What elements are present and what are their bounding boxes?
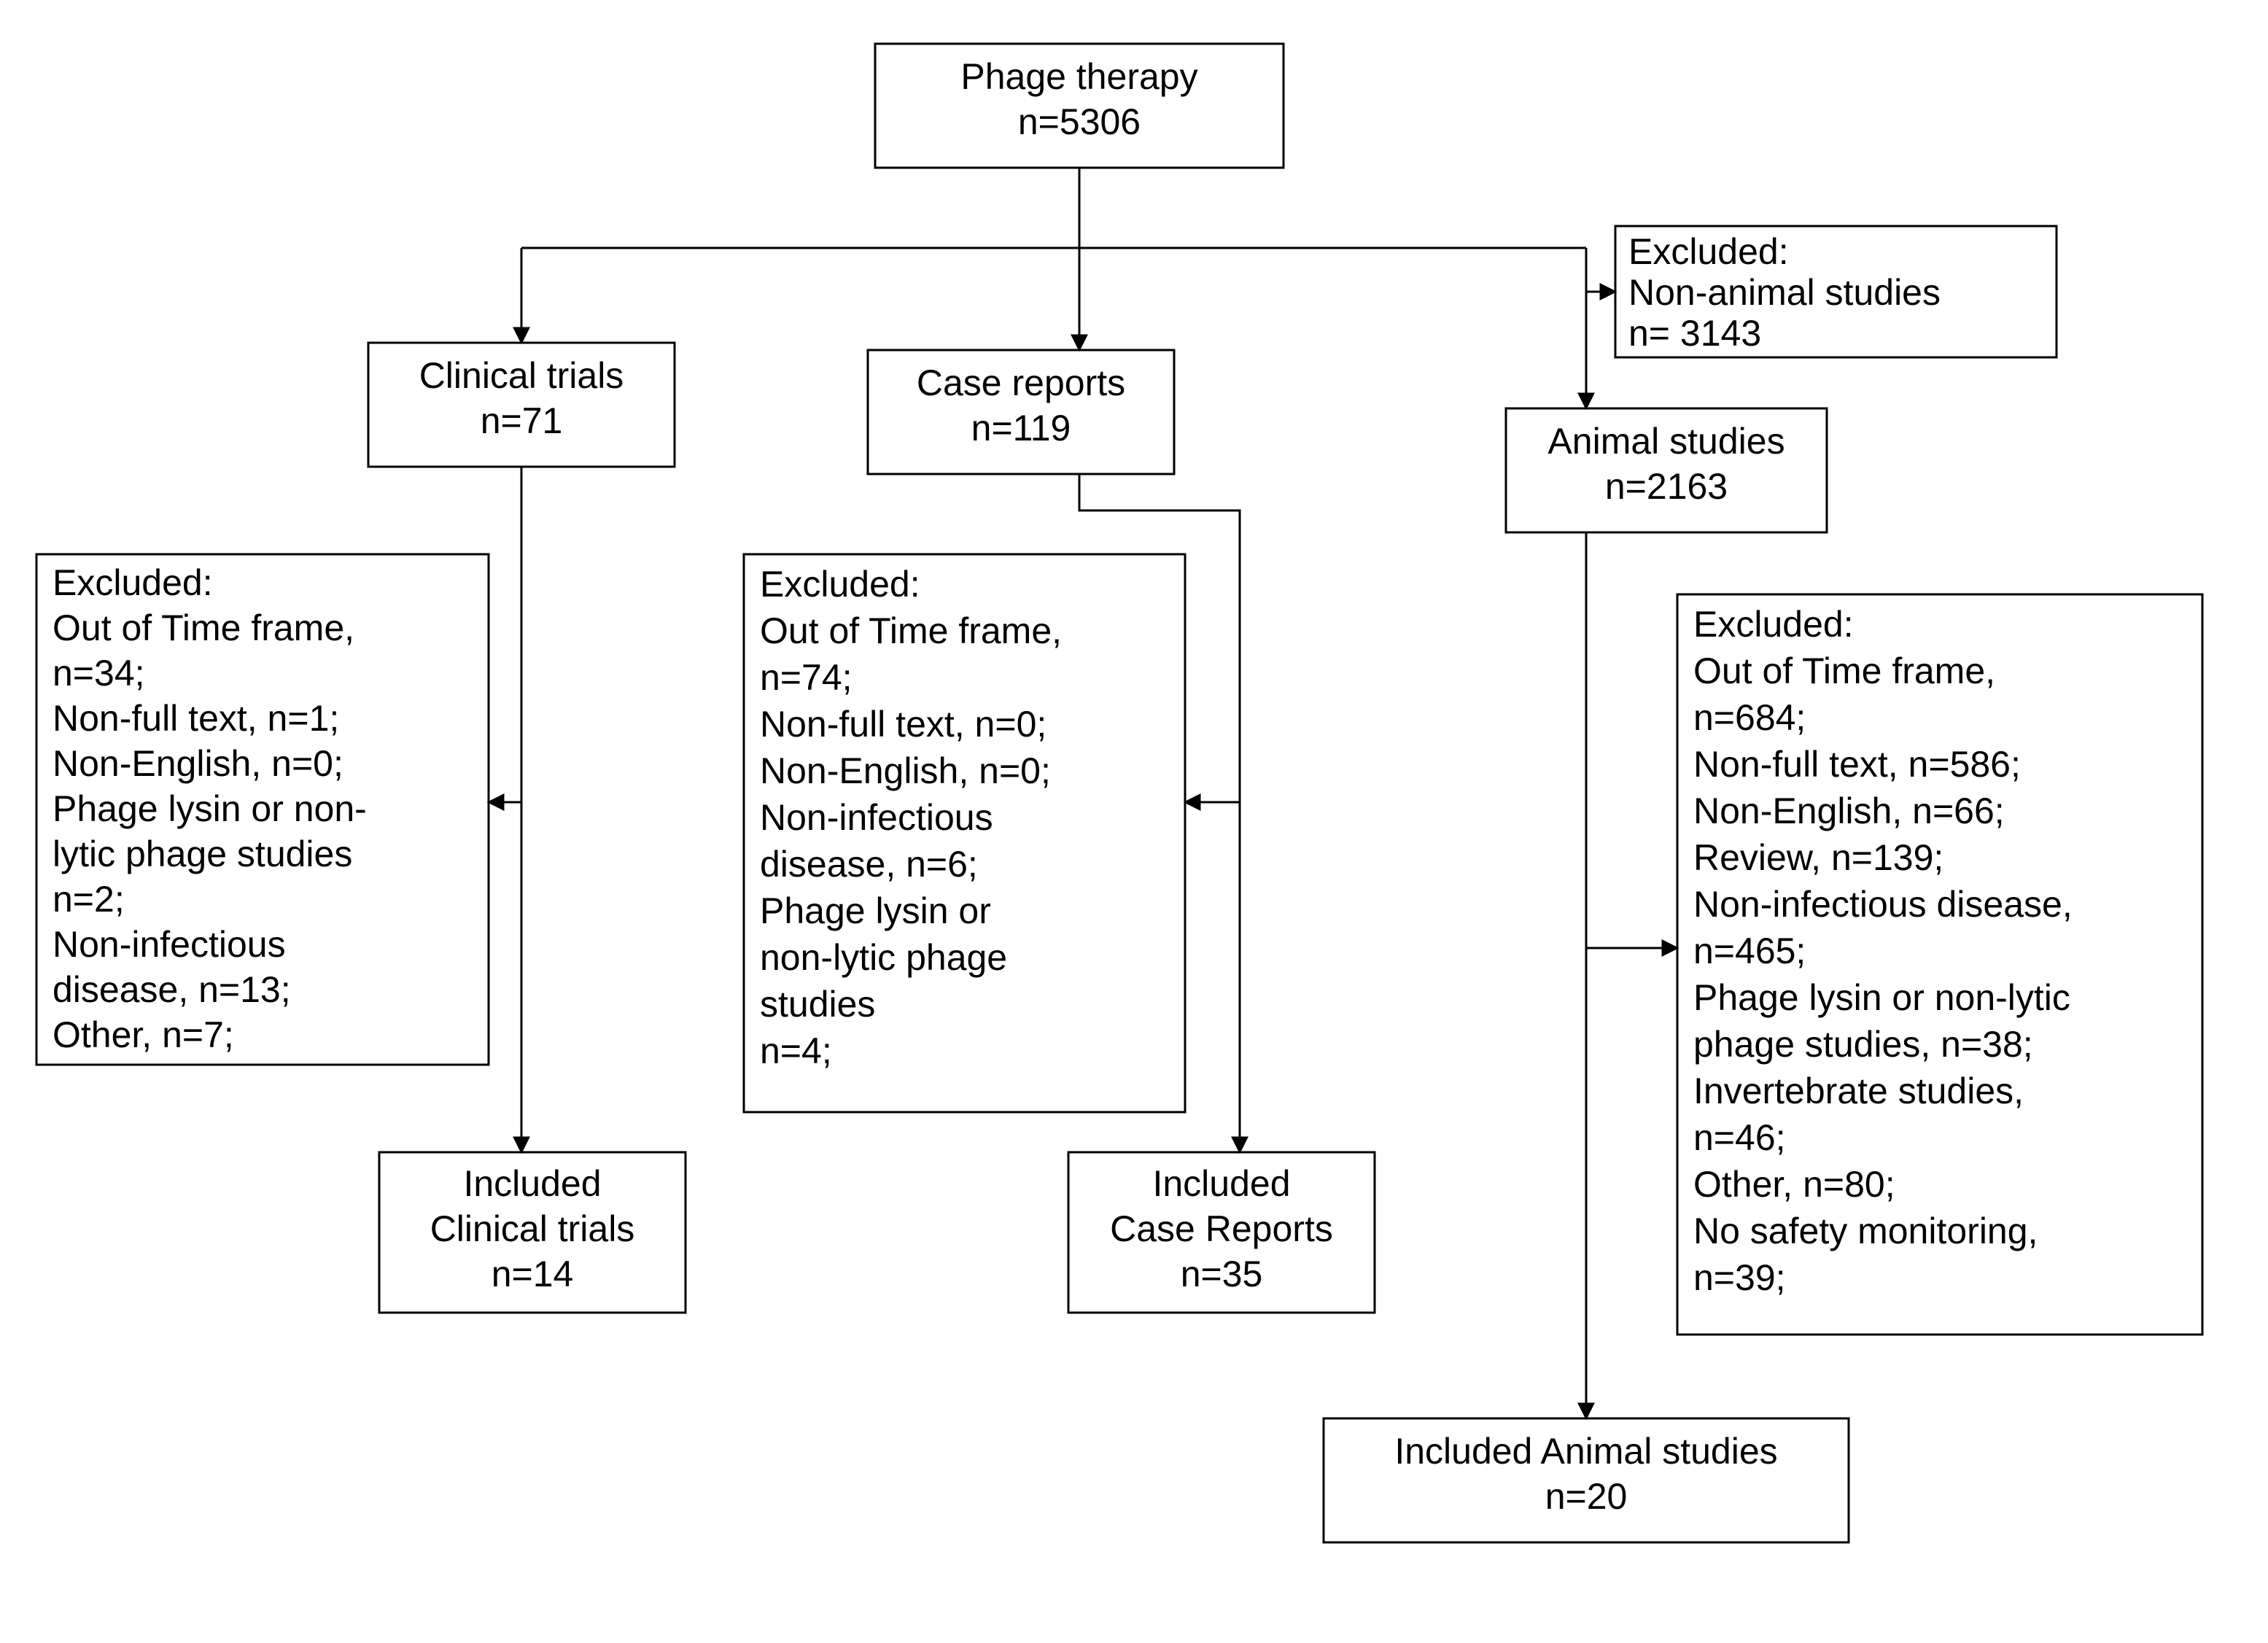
- node-excl_clinical-line-3: Non-full text, n=1;: [53, 698, 339, 739]
- node-excl_animal-line-12: Other, n=80;: [1693, 1164, 1895, 1205]
- node-excl_case-line-8: non-lytic phage: [760, 937, 1007, 978]
- node-excl_animal-line-13: No safety monitoring,: [1693, 1211, 2038, 1251]
- node-excl_animal-line-11: n=46;: [1693, 1117, 1786, 1158]
- node-excl_animal-line-8: Phage lysin or non-lytic: [1693, 977, 2070, 1018]
- flowchart-root: Phage therapyn=5306Clinical trialsn=71Ca…: [0, 0, 2268, 1643]
- node-excl_clinical-line-6: lytic phage studies: [53, 834, 352, 874]
- node-excl_case: Excluded: Out of Time frame, n=74; Non-full…: [744, 554, 1185, 1112]
- node-incl_case-line-2: n=35: [1181, 1254, 1263, 1294]
- node-clinical-line-0: Clinical trials: [419, 355, 624, 396]
- node-excl_nonanimal: Excluded:Non-animal studiesn= 3143: [1615, 226, 2057, 357]
- node-excl_animal-line-2: n=684;: [1693, 697, 1806, 738]
- node-animal: Animal studiesn=2163: [1506, 408, 1827, 532]
- node-animal-line-0: Animal studies: [1547, 421, 1785, 462]
- node-excl_case-line-6: disease, n=6;: [760, 844, 978, 885]
- node-incl_case-line-1: Case Reports: [1110, 1208, 1333, 1249]
- node-excl_case-line-9: studies: [760, 984, 875, 1025]
- node-excl_nonanimal-line-0: Excluded:: [1628, 231, 1789, 272]
- node-incl_animal-line-0: Included Animal studies: [1394, 1431, 1777, 1472]
- node-excl_animal-line-5: Review, n=139;: [1693, 837, 1943, 878]
- node-excl_case-line-3: Non-full text, n=0;: [760, 704, 1046, 745]
- node-excl_clinical-line-0: Excluded:: [53, 562, 213, 603]
- node-excl_clinical-line-9: disease, n=13;: [53, 969, 291, 1010]
- node-incl_clinical: IncludedClinical trials n=14: [379, 1152, 686, 1313]
- node-excl_clinical-line-8: Non-infectious: [53, 924, 286, 965]
- node-excl_clinical: Excluded:Out of Time frame, n=34;Non-full…: [36, 554, 489, 1065]
- node-excl_clinical-line-10: Other, n=7;: [53, 1014, 234, 1055]
- node-excl_clinical-line-4: Non-English, n=0;: [53, 743, 343, 784]
- node-root: Phage therapyn=5306: [875, 44, 1283, 168]
- node-incl_case: IncludedCase Reports n=35: [1068, 1152, 1375, 1313]
- node-case-line-0: Case reports: [917, 362, 1125, 403]
- node-excl_case-line-7: Phage lysin or: [760, 890, 991, 931]
- node-excl_animal-line-7: n=465;: [1693, 931, 1806, 971]
- node-root-line-0: Phage therapy: [960, 56, 1197, 97]
- node-excl_case-line-0: Excluded:: [760, 564, 920, 605]
- node-incl_clinical-line-2: n=14: [492, 1254, 574, 1294]
- node-excl_animal-line-9: phage studies, n=38;: [1693, 1024, 2033, 1065]
- node-incl_animal-line-1: n=20: [1545, 1476, 1628, 1517]
- node-root-line-1: n=5306: [1018, 101, 1141, 142]
- node-excl_animal-line-10: Invertebrate studies,: [1693, 1071, 2024, 1111]
- node-clinical-line-1: n=71: [481, 400, 563, 441]
- node-excl_nonanimal-line-2: n= 3143: [1628, 313, 1761, 354]
- node-excl_case-line-1: Out of Time frame,: [760, 610, 1062, 651]
- node-excl_case-line-2: n=74;: [760, 657, 853, 698]
- node-excl_clinical-line-2: n=34;: [53, 653, 145, 694]
- node-excl_clinical-line-1: Out of Time frame,: [53, 607, 354, 648]
- node-excl_case-line-5: Non-infectious: [760, 797, 993, 838]
- node-excl_animal-line-6: Non-infectious disease,: [1693, 884, 2073, 925]
- node-excl_case-line-4: Non-English, n=0;: [760, 750, 1051, 791]
- node-case-line-1: n=119: [971, 408, 1071, 448]
- node-animal-line-1: n=2163: [1605, 466, 1728, 507]
- node-excl_animal: Excluded: Out of Time frame, n=684; Non-ful…: [1677, 594, 2202, 1335]
- node-excl_animal-line-14: n=39;: [1693, 1257, 1786, 1298]
- edge-root-bar: [521, 168, 1586, 248]
- node-excl_animal-line-0: Excluded:: [1693, 604, 1854, 645]
- node-excl_clinical-line-5: Phage lysin or non-: [53, 788, 367, 829]
- node-incl_case-line-0: Included: [1152, 1163, 1290, 1204]
- node-excl_nonanimal-line-1: Non-animal studies: [1628, 272, 1941, 313]
- node-excl_animal-line-3: Non-full text, n=586;: [1693, 744, 2021, 785]
- node-case: Case reports n=119: [868, 350, 1174, 474]
- node-clinical: Clinical trialsn=71: [368, 343, 675, 467]
- node-excl_case-line-10: n=4;: [760, 1030, 832, 1071]
- node-excl_animal-line-1: Out of Time frame,: [1693, 650, 1995, 691]
- node-excl_clinical-line-7: n=2;: [53, 879, 125, 920]
- node-excl_animal-line-4: Non-English, n=66;: [1693, 791, 2005, 831]
- node-incl_clinical-line-0: Included: [463, 1163, 601, 1204]
- node-incl_animal: Included Animal studiesn=20: [1324, 1418, 1849, 1542]
- node-incl_clinical-line-1: Clinical trials: [430, 1208, 635, 1249]
